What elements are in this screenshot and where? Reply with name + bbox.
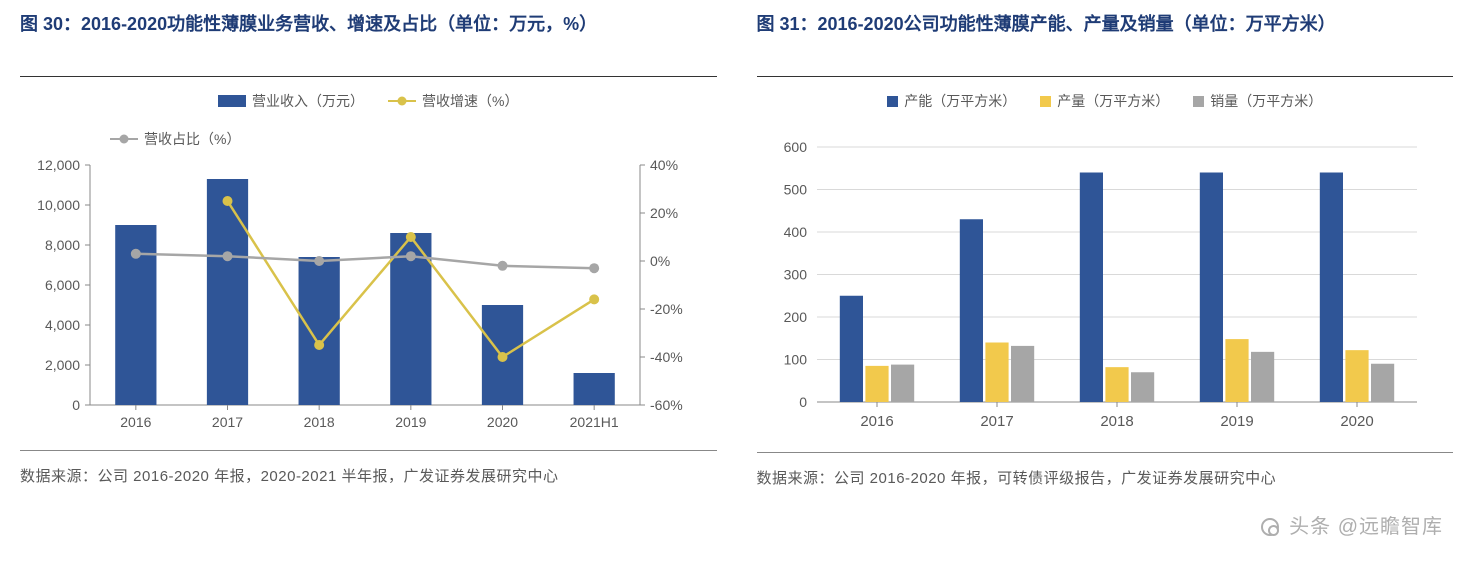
svg-text:-40%: -40% bbox=[650, 349, 683, 365]
legend-item-capacity: 产能（万平方米） bbox=[887, 91, 1016, 111]
svg-text:2019: 2019 bbox=[395, 414, 426, 430]
left-chart: 0 2,000 4,000 6,000 8,000 10,000 12,000 -60% -40… bbox=[20, 155, 717, 440]
svg-text:-60%: -60% bbox=[650, 397, 683, 413]
svg-text:-20%: -20% bbox=[650, 301, 683, 317]
svg-text:2019: 2019 bbox=[1220, 413, 1253, 430]
right-chart: 0 100 200 300 400 500 600 2016 2017 2018 2019 2020 bbox=[757, 137, 1454, 442]
svg-text:6,000: 6,000 bbox=[45, 277, 80, 293]
svg-text:100: 100 bbox=[783, 352, 807, 368]
svg-text:500: 500 bbox=[783, 182, 807, 198]
svg-text:0: 0 bbox=[799, 394, 807, 410]
left-source-rule bbox=[20, 450, 717, 451]
sales-swatch bbox=[1193, 96, 1204, 107]
revenue-swatch bbox=[218, 95, 246, 107]
legend-item-revenue: 营业收入（万元） bbox=[218, 91, 364, 111]
svg-text:0: 0 bbox=[72, 397, 80, 413]
watermark: 头条 @远瞻智库 bbox=[1261, 510, 1443, 539]
right-legend: 产能（万平方米） 产量（万平方米） 销量（万平方米） bbox=[757, 91, 1454, 131]
svg-text:200: 200 bbox=[783, 309, 807, 325]
growth-swatch bbox=[388, 95, 416, 107]
right-source-rule bbox=[757, 452, 1454, 453]
legend-item-output: 产量（万平方米） bbox=[1040, 91, 1169, 111]
left-chart-svg: 0 2,000 4,000 6,000 8,000 10,000 12,000 -60% -40… bbox=[20, 155, 700, 435]
svg-text:0%: 0% bbox=[650, 253, 670, 269]
legend-label-sales: 销量（万平方米） bbox=[1210, 91, 1322, 111]
svg-text:2021H1: 2021H1 bbox=[570, 414, 619, 430]
svg-text:2016: 2016 bbox=[860, 413, 893, 430]
svg-text:2018: 2018 bbox=[304, 414, 335, 430]
legend-item-sales: 销量（万平方米） bbox=[1193, 91, 1322, 111]
svg-text:8,000: 8,000 bbox=[45, 237, 80, 253]
svg-text:300: 300 bbox=[783, 267, 807, 283]
output-swatch bbox=[1040, 96, 1051, 107]
svg-text:2020: 2020 bbox=[1340, 413, 1373, 430]
right-chart-svg: 0 100 200 300 400 500 600 2016 2017 2018 2019 2020 bbox=[757, 137, 1437, 437]
left-title-rule bbox=[20, 76, 717, 77]
legend-label-capacity: 产能（万平方米） bbox=[904, 91, 1016, 111]
svg-text:2,000: 2,000 bbox=[45, 357, 80, 373]
legend-item-growth: 营收增速（%） bbox=[388, 91, 518, 111]
svg-text:10,000: 10,000 bbox=[37, 197, 80, 213]
panels: 图 30：2016-2020功能性薄膜业务营收、增速及占比（单位：万元，%） 营… bbox=[20, 10, 1453, 494]
watermark-text: 头条 @远瞻智库 bbox=[1289, 516, 1443, 538]
svg-text:20%: 20% bbox=[650, 205, 678, 221]
legend-label-growth: 营收增速（%） bbox=[422, 91, 518, 111]
svg-text:4,000: 4,000 bbox=[45, 317, 80, 333]
share-swatch bbox=[110, 133, 138, 145]
svg-text:2016: 2016 bbox=[120, 414, 151, 430]
legend-label-output: 产量（万平方米） bbox=[1057, 91, 1169, 111]
svg-text:400: 400 bbox=[783, 224, 807, 240]
svg-text:2017: 2017 bbox=[212, 414, 243, 430]
svg-text:40%: 40% bbox=[650, 157, 678, 173]
svg-text:12,000: 12,000 bbox=[37, 157, 80, 173]
svg-text:2020: 2020 bbox=[487, 414, 518, 430]
right-source: 数据来源：公司 2016-2020 年报，可转债评级报告，广发证券发展研究中心 bbox=[757, 465, 1454, 494]
legend-label-revenue: 营业收入（万元） bbox=[252, 91, 364, 111]
capacity-swatch bbox=[887, 96, 898, 107]
watermark-logo-icon bbox=[1261, 518, 1279, 536]
legend-label-share: 营收占比（%） bbox=[144, 129, 240, 149]
left-source: 数据来源：公司 2016-2020 年报，2020-2021 半年报，广发证券发… bbox=[20, 463, 717, 492]
right-title-rule bbox=[757, 76, 1454, 77]
right-title: 图 31：2016-2020公司功能性薄膜产能、产量及销量（单位：万平方米） bbox=[757, 10, 1454, 70]
svg-text:600: 600 bbox=[783, 139, 807, 155]
panel-right: 图 31：2016-2020公司功能性薄膜产能、产量及销量（单位：万平方米） 产… bbox=[757, 10, 1454, 494]
legend-item-share: 营收占比（%） bbox=[20, 129, 717, 149]
svg-text:2018: 2018 bbox=[1100, 413, 1133, 430]
panel-left: 图 30：2016-2020功能性薄膜业务营收、增速及占比（单位：万元，%） 营… bbox=[20, 10, 717, 494]
left-title: 图 30：2016-2020功能性薄膜业务营收、增速及占比（单位：万元，%） bbox=[20, 10, 717, 70]
svg-text:2017: 2017 bbox=[980, 413, 1013, 430]
left-legend: 营业收入（万元） 营收增速（%） 营收占比（%） bbox=[20, 91, 717, 149]
